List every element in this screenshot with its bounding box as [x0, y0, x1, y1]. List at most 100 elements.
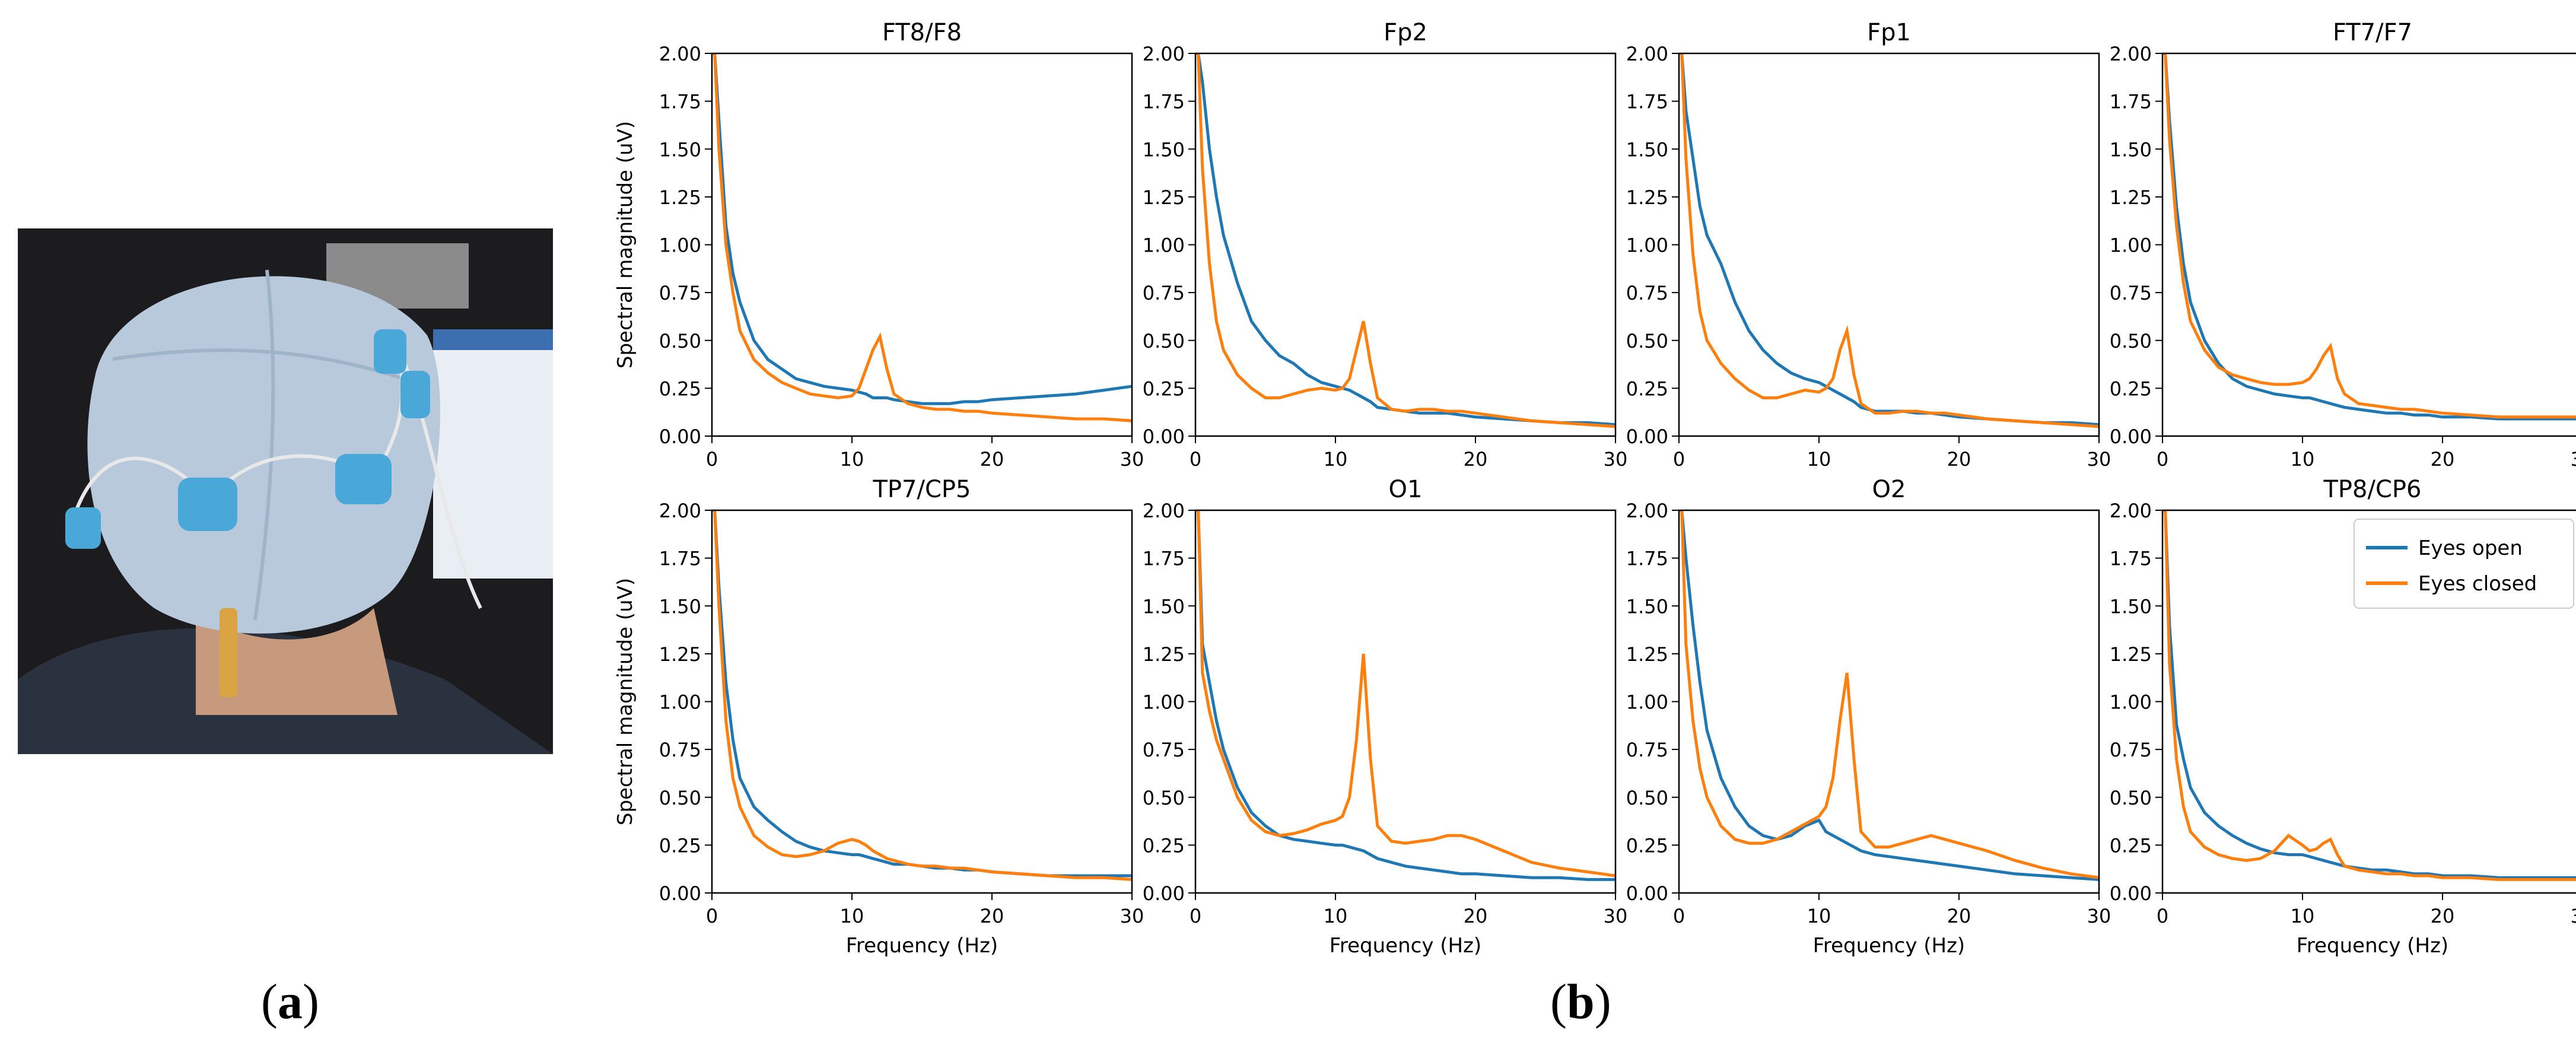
- photo-electrode-wire: [69, 347, 404, 526]
- panel-title: FT7/F7: [2333, 19, 2412, 46]
- series-line-eyes-open: [712, 53, 1132, 405]
- series-line-eyes-open: [712, 510, 1132, 878]
- x-tick-label: 30: [1604, 448, 1628, 471]
- y-tick-label: 1.00: [1626, 691, 1668, 714]
- y-tick-label: 1.50: [1143, 595, 1185, 618]
- y-tick-label: 0.25: [659, 377, 701, 400]
- series-line-eyes-open: [1679, 510, 2099, 881]
- x-tick-label: 30: [1604, 905, 1628, 927]
- y-tick-label: 1.50: [1143, 138, 1185, 161]
- y-tick-label: 0.50: [1626, 330, 1668, 352]
- panel-title: TP7/CP5: [873, 476, 971, 503]
- y-tick-label: 1.25: [659, 186, 701, 209]
- y-tick-label: 1.25: [659, 643, 701, 666]
- y-tick-label: 1.50: [1626, 595, 1668, 618]
- series-line-eyes-closed: [712, 510, 1132, 881]
- y-tick-label: 2.00: [659, 43, 701, 65]
- y-tick-label: 1.75: [1626, 91, 1668, 113]
- series-line-eyes-open: [1195, 53, 1615, 427]
- x-tick-label: 20: [1947, 905, 1971, 927]
- photo-neck: [196, 608, 397, 715]
- eeg-cap-photo: [18, 228, 553, 754]
- axes-frame: [1678, 52, 2100, 437]
- y-tick-label: 0.50: [1143, 787, 1185, 809]
- y-tick-label: 1.75: [1143, 548, 1185, 570]
- x-tick-label: 0: [2157, 905, 2168, 927]
- x-tick-label: 20: [1464, 448, 1488, 471]
- y-axis-label: Spectral magnitude (uV): [613, 121, 637, 368]
- y-tick-label: 0.00: [1626, 882, 1668, 905]
- y-tick-label: 0.25: [659, 834, 701, 857]
- y-tick-label: 1.50: [2110, 595, 2152, 618]
- x-tick-label: 20: [1464, 905, 1488, 927]
- y-tick-label: 2.00: [1626, 500, 1668, 522]
- x-tick-label: 10: [840, 905, 864, 927]
- axes-frame: [1678, 509, 2100, 894]
- y-tick-label: 0.75: [1143, 282, 1185, 304]
- y-tick-label: 0.00: [2110, 425, 2152, 448]
- x-tick-label: 10: [840, 448, 864, 471]
- x-tick-label: 0: [1673, 905, 1685, 927]
- y-tick-label: 0.50: [659, 787, 701, 809]
- x-axis-label: Frequency (Hz): [1813, 934, 1965, 958]
- x-tick-label: 10: [1807, 448, 1831, 471]
- y-tick-label: 1.00: [659, 234, 701, 257]
- x-tick-label: 0: [706, 448, 718, 471]
- x-tick-label: 0: [1673, 448, 1685, 471]
- x-tick-label: 20: [980, 448, 1004, 471]
- axes-frame: [1194, 52, 1617, 437]
- y-tick-label: 1.25: [1626, 643, 1668, 666]
- y-tick-label: 2.00: [1143, 43, 1185, 65]
- series-line-eyes-closed: [1195, 53, 1615, 428]
- series-line-eyes-closed: [1679, 53, 2099, 428]
- y-tick-label: 1.75: [2110, 91, 2152, 113]
- legend-label: Eyes open: [2418, 536, 2523, 560]
- x-tick-label: 20: [1947, 448, 1971, 471]
- y-tick-label: 0.00: [659, 425, 701, 448]
- x-axis-label: Frequency (Hz): [2297, 934, 2448, 958]
- panel-title: Fp2: [1384, 19, 1427, 46]
- x-tick-label: 0: [2157, 448, 2168, 471]
- x-tick-label: 20: [2431, 905, 2455, 927]
- y-tick-label: 1.25: [1143, 643, 1185, 666]
- series-line-eyes-closed: [1679, 510, 2099, 879]
- series-line-eyes-open: [2162, 53, 2576, 421]
- y-tick-label: 1.25: [2110, 643, 2152, 666]
- panel-title: FT8/F8: [882, 19, 962, 46]
- y-tick-label: 0.25: [1626, 834, 1668, 857]
- y-tick-label: 1.00: [2110, 234, 2152, 257]
- axes-frame: [2161, 52, 2576, 437]
- x-tick-label: 0: [1190, 448, 1201, 471]
- y-tick-label: 1.75: [1626, 548, 1668, 570]
- y-tick-label: 0.25: [2110, 377, 2152, 400]
- y-tick-label: 0.25: [1143, 834, 1185, 857]
- x-tick-label: 10: [1807, 905, 1831, 927]
- y-tick-label: 1.75: [659, 91, 701, 113]
- x-tick-label: 0: [706, 905, 718, 927]
- x-tick-label: 10: [1324, 905, 1348, 927]
- y-tick-label: 0.75: [1143, 739, 1185, 761]
- panel-title: Fp1: [1867, 19, 1911, 46]
- x-tick-label: 10: [2291, 448, 2315, 471]
- y-tick-label: 0.25: [1626, 377, 1668, 400]
- panel-label-b-letter: b: [1566, 974, 1595, 1029]
- photo-electrode: [335, 454, 392, 504]
- x-tick-label: 10: [1324, 448, 1348, 471]
- y-tick-label: 0.50: [1626, 787, 1668, 809]
- y-tick-label: 1.50: [659, 138, 701, 161]
- series-line-eyes-open: [1679, 53, 2099, 427]
- y-tick-label: 0.75: [1626, 282, 1668, 304]
- panel-label-a: (a): [261, 974, 319, 1029]
- y-tick-label: 1.50: [1626, 138, 1668, 161]
- y-tick-label: 0.50: [2110, 330, 2152, 352]
- y-tick-label: 0.25: [1143, 377, 1185, 400]
- y-tick-label: 0.75: [2110, 739, 2152, 761]
- panel-title: TP8/CP6: [2323, 476, 2422, 503]
- series-line-eyes-open: [2162, 510, 2576, 879]
- x-tick-label: 20: [2431, 448, 2455, 471]
- x-tick-label: 30: [2571, 905, 2576, 927]
- y-tick-label: 0.75: [659, 739, 701, 761]
- photo-cap-seam: [112, 348, 416, 384]
- y-tick-label: 1.00: [2110, 691, 2152, 714]
